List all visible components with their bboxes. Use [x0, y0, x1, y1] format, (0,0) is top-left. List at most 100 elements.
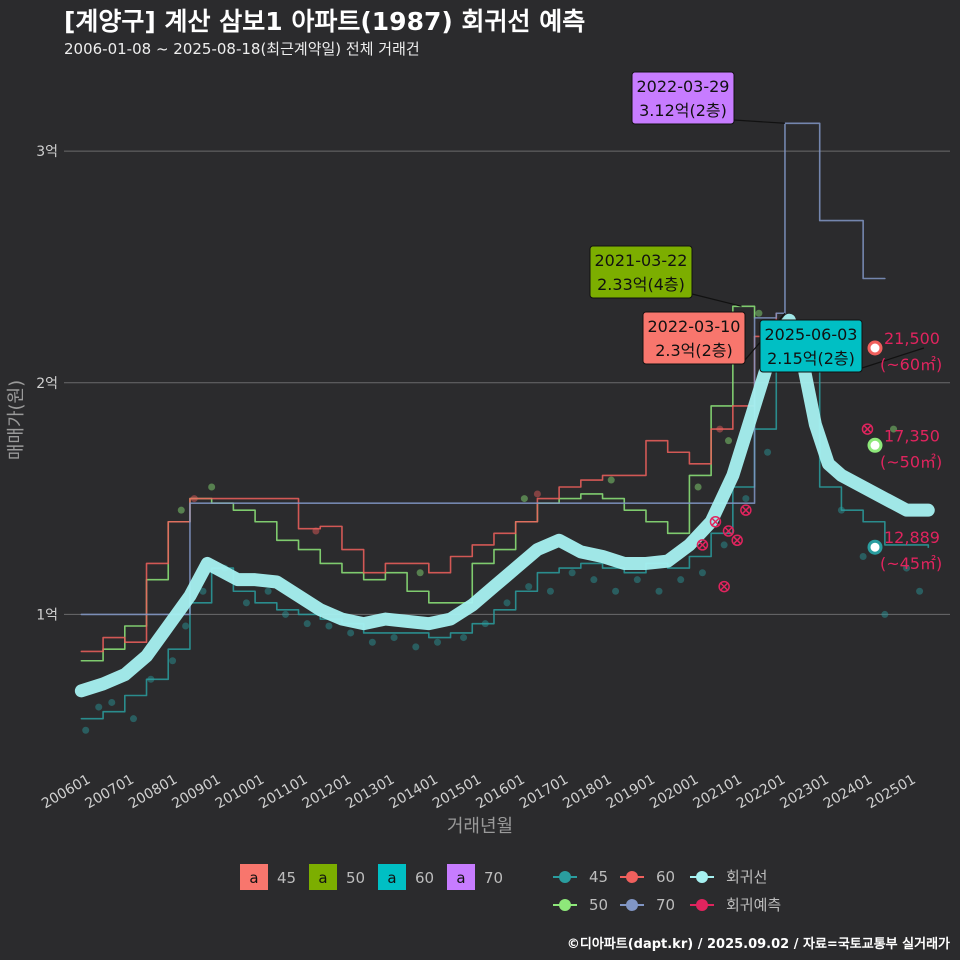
scatter-point	[755, 309, 763, 317]
callout-box	[589, 245, 693, 299]
legend-key-letter: a	[456, 869, 465, 887]
x-tick-label: 201901	[604, 772, 658, 813]
source-caption: ©디아파트(dapt.kr) / 2025.09.02 / 자료=국토교통부 실…	[567, 936, 950, 952]
x-tick-label: 201501	[430, 772, 484, 813]
legend-dot	[696, 871, 708, 883]
callout-date: 2022-03-29	[637, 77, 730, 96]
x-tick-label: 202201	[734, 772, 788, 813]
legend-label: 70	[656, 896, 675, 914]
legend-key	[447, 864, 475, 890]
callout-date: 2025-06-03	[765, 325, 858, 344]
scatter-point	[881, 610, 889, 618]
callout-leader	[733, 119, 785, 124]
scatter-point	[282, 610, 289, 618]
forecast-cross	[732, 535, 742, 545]
forecast-marks	[696, 423, 874, 593]
x-tick-label: 200801	[126, 772, 180, 813]
end-area: (~45㎡)	[880, 554, 942, 573]
forecast-cross	[862, 424, 873, 434]
scatter-point	[208, 483, 216, 491]
callout-date: 2021-03-22	[595, 251, 688, 270]
x-tick-label: 202401	[821, 772, 875, 813]
scatter-point	[368, 638, 376, 646]
x-axis-title: 거래년월	[447, 816, 513, 837]
scatter-point	[129, 715, 137, 723]
chart-title: [계양구] 계산 삼보1 아파트(1987) 회귀선 예측	[64, 7, 585, 36]
scatter-points	[82, 309, 924, 734]
scatter-point	[95, 703, 103, 711]
callout-price: 2.3억(2층)	[655, 341, 733, 360]
x-tick-label: 200701	[83, 772, 137, 813]
legend-dot	[626, 899, 638, 911]
x-tick-label: 202501	[864, 772, 918, 813]
callout-price: 2.15억(2층)	[767, 349, 855, 368]
callout-labels: 2022-03-29 3.12억(2층) 2021-03-22 2.33억(4층) 20…	[589, 71, 925, 373]
scatter-point	[434, 638, 442, 646]
scatter-point	[612, 587, 620, 595]
x-tick-label: 201601	[473, 772, 527, 813]
end-marker	[867, 539, 883, 555]
legend-key	[378, 864, 406, 890]
x-tick-label: 201701	[517, 772, 571, 813]
forecast-point	[722, 525, 735, 537]
end-marker	[867, 340, 883, 356]
legend-key	[240, 864, 268, 890]
callout-box	[642, 311, 746, 365]
scatter-point	[655, 587, 663, 595]
x-tick-label: 201001	[213, 772, 267, 813]
callout-leader	[691, 293, 742, 307]
forecast-cross	[710, 517, 721, 527]
gridlines	[64, 150, 950, 615]
callout-date: 2022-03-10	[648, 317, 741, 336]
callout-price: 3.12억(2층)	[639, 101, 727, 120]
scatter-point	[347, 629, 355, 637]
regression-line	[74, 313, 935, 698]
legend-key-letter: a	[318, 869, 327, 887]
legend-dot	[626, 871, 638, 883]
legend-key-letter: a	[249, 869, 258, 887]
x-tick-label: 201301	[343, 772, 397, 813]
chart-subtitle: 2006-01-08 ~ 2025-08-18(최근계약일) 전체 거래건	[64, 40, 420, 58]
legend-label: 50	[346, 869, 365, 887]
scatter-point	[725, 437, 732, 445]
scatter-point	[916, 587, 924, 595]
legend-dot	[559, 871, 571, 883]
scatter-point	[520, 495, 528, 503]
x-tick-label: 202101	[691, 772, 745, 813]
legend-key-letter: a	[387, 869, 396, 887]
scatter-point	[503, 599, 511, 607]
scatter-point	[108, 698, 116, 706]
y-tick-label: 1억	[36, 607, 58, 623]
legend-label: 50	[589, 896, 608, 914]
scatter-point	[903, 564, 911, 572]
legend-dot	[559, 899, 571, 911]
legend-area: a 45 a 50 a 60 a 70	[240, 864, 503, 890]
scatter-point	[677, 576, 685, 584]
scatter-point	[412, 643, 420, 651]
y-tick-label: 3억	[36, 144, 58, 160]
scatter-point	[694, 483, 702, 491]
scatter-point	[199, 587, 207, 595]
forecast-point	[709, 516, 722, 528]
x-tick-label: 202301	[777, 772, 831, 813]
end-labels: 21,500 (~60㎡) 17,350 (~50㎡) 12,889 (~45㎡)	[867, 329, 942, 573]
legend-label: 45	[589, 868, 608, 886]
x-tick-label: 201401	[387, 772, 441, 813]
forecast-cross	[723, 526, 734, 536]
forecast-point	[740, 504, 752, 516]
series-line-70	[80, 122, 886, 616]
scatter-point	[568, 569, 576, 577]
legend-key	[309, 864, 337, 890]
scatter-point	[460, 634, 468, 642]
scatter-point	[242, 599, 250, 607]
forecast-point	[718, 580, 730, 593]
legend-series: 45 60 회귀선 50 70 회귀예측	[553, 868, 781, 914]
scatter-point	[177, 506, 185, 514]
series-lines	[74, 122, 935, 720]
scatter-point	[533, 490, 541, 498]
legend-label: 60	[656, 868, 675, 886]
scatter-point	[264, 587, 272, 595]
x-tick-label: 202001	[647, 772, 701, 813]
scatter-point	[607, 476, 615, 484]
